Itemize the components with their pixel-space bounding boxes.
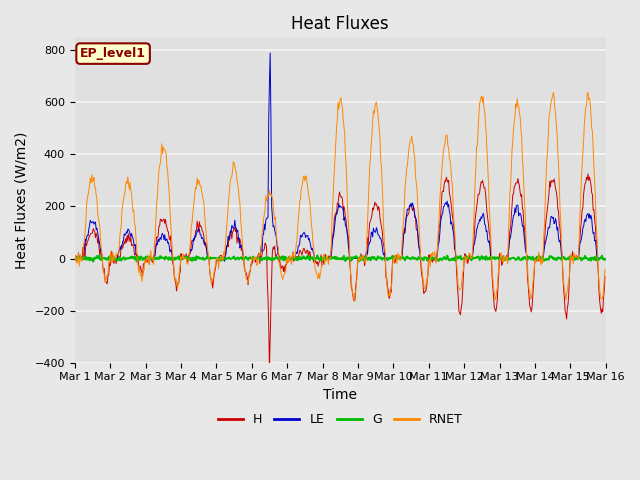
Line: RNET: RNET [75,92,605,301]
LE [406,203,413,208]
Line: H: H [75,174,605,371]
RNET [189,211,196,217]
Text: EP_level1: EP_level1 [80,47,146,60]
RNET [81,239,88,244]
LE [217,256,225,262]
LE [266,50,274,56]
RNET [135,270,143,276]
H [81,250,88,255]
H [135,265,143,271]
Line: G: G [75,255,605,262]
G [314,252,321,258]
H [189,239,196,244]
H [420,290,428,296]
RNET [601,266,609,272]
G [81,256,88,262]
Y-axis label: Heat Fluxes (W/m2): Heat Fluxes (W/m2) [15,131,29,269]
X-axis label: Time: Time [323,388,357,402]
G [189,257,197,263]
RNET [405,147,413,153]
G [218,257,225,263]
G [71,257,79,263]
LE [421,256,429,262]
G [421,255,429,261]
H [71,253,79,259]
G [136,257,143,263]
H [266,368,273,373]
LE [189,242,196,248]
RNET [420,285,428,290]
LE [71,256,79,262]
LE [601,255,609,261]
H [601,274,609,280]
H [584,171,592,177]
RNET [217,257,225,263]
LE [81,248,88,253]
Line: LE: LE [75,53,605,261]
G [90,259,97,264]
Legend: H, LE, G, RNET: H, LE, G, RNET [212,408,468,431]
LE [221,258,228,264]
H [217,252,225,258]
G [406,255,413,261]
RNET [550,89,557,95]
RNET [71,259,79,265]
Title: Heat Fluxes: Heat Fluxes [291,15,389,33]
RNET [351,299,358,304]
LE [135,256,143,262]
H [405,210,413,216]
G [601,257,609,263]
